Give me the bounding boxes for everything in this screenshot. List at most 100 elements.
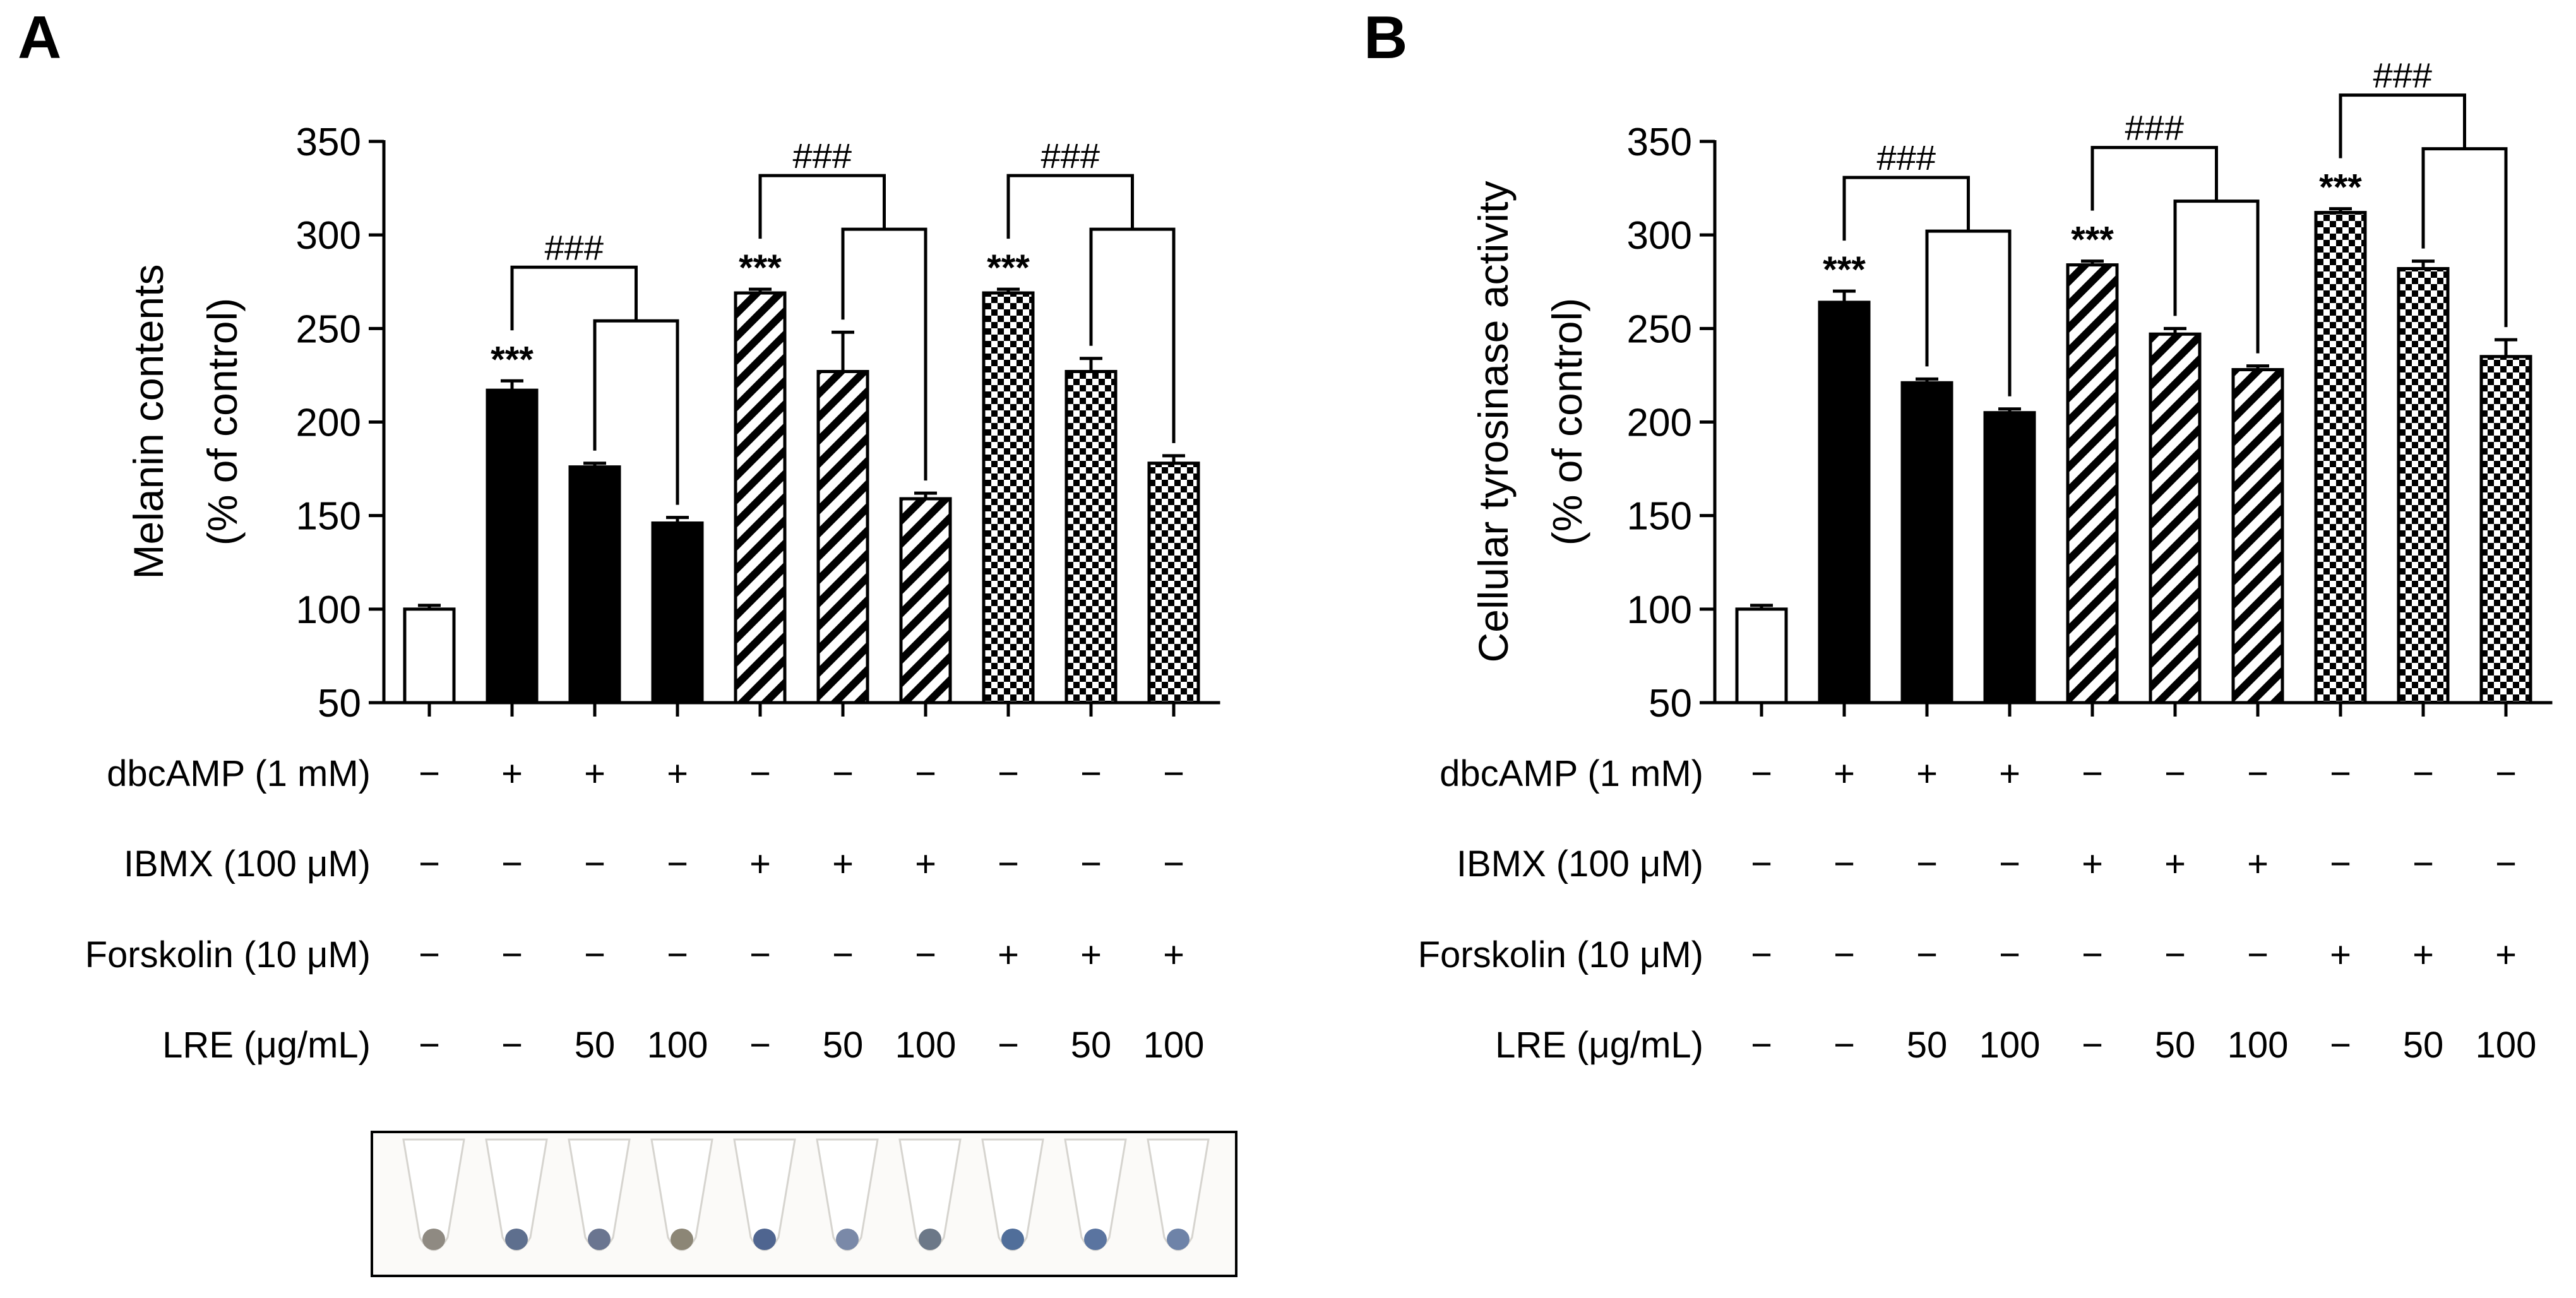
condition-value: + bbox=[1080, 934, 1102, 975]
bar bbox=[403, 607, 456, 705]
condition-value: 100 bbox=[2476, 1025, 2537, 1066]
bracket-label: ### bbox=[545, 227, 604, 267]
y-tick-label: 100 bbox=[1627, 588, 1692, 632]
significance-stars: *** bbox=[987, 247, 1030, 289]
bracket-outer bbox=[2339, 93, 2466, 158]
melanin-pellet bbox=[919, 1229, 941, 1250]
condition-value: 50 bbox=[575, 1025, 616, 1066]
bar bbox=[1064, 369, 1118, 705]
condition-value: − bbox=[832, 934, 854, 975]
bracket-label: ### bbox=[1877, 138, 1936, 177]
y-tick-label: 50 bbox=[318, 682, 361, 725]
y-tick-label: 200 bbox=[1627, 402, 1692, 445]
condition-value: − bbox=[1834, 934, 1855, 975]
bracket-inner bbox=[1925, 229, 2012, 396]
condition-value: + bbox=[584, 753, 605, 794]
condition-value: − bbox=[501, 934, 523, 975]
condition-label: IBMX (100 μM) bbox=[124, 843, 371, 884]
y-tick-label: 50 bbox=[1649, 682, 1692, 725]
y-tick-label: 300 bbox=[1627, 214, 1692, 258]
condition-value: − bbox=[1080, 753, 1102, 794]
condition-value: + bbox=[2082, 843, 2103, 884]
condition-value: − bbox=[584, 934, 605, 975]
condition-value: − bbox=[2082, 1025, 2103, 1066]
condition-value: − bbox=[749, 934, 771, 975]
melanin-pellet bbox=[422, 1229, 445, 1250]
bar bbox=[2231, 368, 2284, 705]
condition-value: − bbox=[501, 843, 523, 884]
y-axis-label-unit: (% of control) bbox=[199, 298, 246, 545]
bar bbox=[1147, 461, 1200, 705]
bar bbox=[734, 291, 787, 705]
melanin-pellet bbox=[836, 1229, 859, 1250]
condition-value: + bbox=[1834, 753, 1855, 794]
condition-value: − bbox=[501, 1025, 523, 1066]
condition-value: − bbox=[1751, 753, 1772, 794]
condition-label: dbcAMP (1 mM) bbox=[1440, 753, 1703, 794]
condition-value: + bbox=[1163, 934, 1184, 975]
melanin-pellet bbox=[505, 1229, 528, 1250]
tube-photo bbox=[371, 1131, 1237, 1277]
condition-value: − bbox=[2330, 843, 2351, 884]
y-tick-label: 350 bbox=[1627, 121, 1692, 164]
condition-label: Forskolin (10 μM) bbox=[1418, 934, 1703, 975]
condition-value: − bbox=[749, 1025, 771, 1066]
condition-value: − bbox=[2330, 1025, 2351, 1066]
significance-stars: *** bbox=[739, 247, 782, 289]
bar bbox=[651, 521, 704, 705]
y-axis-label: Melanin contents bbox=[125, 265, 172, 580]
significance-stars: *** bbox=[491, 339, 534, 380]
condition-value: − bbox=[419, 753, 440, 794]
condition-value: − bbox=[584, 843, 605, 884]
melanin-pellet bbox=[1001, 1229, 1024, 1250]
bar bbox=[1900, 381, 1953, 705]
condition-value: − bbox=[2082, 753, 2103, 794]
condition-value: − bbox=[2412, 843, 2434, 884]
y-axis-label-unit: (% of control) bbox=[1544, 298, 1590, 545]
condition-value: − bbox=[2164, 753, 2186, 794]
condition-label: Forskolin (10 μM) bbox=[85, 934, 371, 975]
condition-value: − bbox=[2247, 753, 2269, 794]
melanin-pellet bbox=[588, 1229, 611, 1250]
bar bbox=[2479, 355, 2532, 705]
condition-value: − bbox=[998, 843, 1019, 884]
melanin-pellet bbox=[1167, 1229, 1190, 1250]
condition-value: − bbox=[998, 753, 1019, 794]
condition-value: + bbox=[1999, 753, 2020, 794]
y-tick-label: 250 bbox=[1627, 307, 1692, 351]
condition-value: − bbox=[915, 934, 936, 975]
bracket-outer bbox=[1006, 174, 1134, 239]
bar bbox=[982, 291, 1035, 705]
condition-value: − bbox=[1999, 934, 2020, 975]
condition-value: − bbox=[2164, 934, 2186, 975]
condition-value: − bbox=[1999, 843, 2020, 884]
condition-value: − bbox=[1751, 843, 1772, 884]
condition-label: LRE (μg/mL) bbox=[1495, 1025, 1703, 1066]
condition-value: − bbox=[2495, 843, 2517, 884]
bar bbox=[1983, 411, 2036, 705]
melanin-pellet bbox=[753, 1229, 776, 1250]
condition-label: LRE (μg/mL) bbox=[162, 1025, 371, 1066]
panel-letter-a: A bbox=[18, 4, 61, 71]
condition-value: + bbox=[2330, 934, 2351, 975]
bracket-label: ### bbox=[2373, 56, 2432, 95]
condition-value: − bbox=[1751, 934, 1772, 975]
condition-value: − bbox=[1916, 934, 1938, 975]
melanin-pellet bbox=[671, 1229, 693, 1250]
condition-value: 50 bbox=[1907, 1025, 1948, 1066]
condition-value: − bbox=[419, 1025, 440, 1066]
condition-value: − bbox=[667, 843, 688, 884]
significance-stars: *** bbox=[2319, 167, 2362, 208]
condition-value: + bbox=[2412, 934, 2434, 975]
condition-value: − bbox=[419, 934, 440, 975]
bracket-outer bbox=[510, 265, 638, 331]
condition-value: + bbox=[1916, 753, 1938, 794]
condition-value: 50 bbox=[2403, 1025, 2444, 1066]
condition-value: + bbox=[998, 934, 1019, 975]
bracket-label: ### bbox=[1041, 136, 1100, 176]
panel-b-chart: 50 100 150 200 250 300 350 Cellular tyrosinase … bbox=[1418, 56, 2553, 1066]
condition-value: − bbox=[2412, 753, 2434, 794]
condition-value: − bbox=[1080, 843, 1102, 884]
condition-value: 100 bbox=[2227, 1025, 2289, 1066]
condition-label: dbcAMP (1 mM) bbox=[107, 753, 371, 794]
